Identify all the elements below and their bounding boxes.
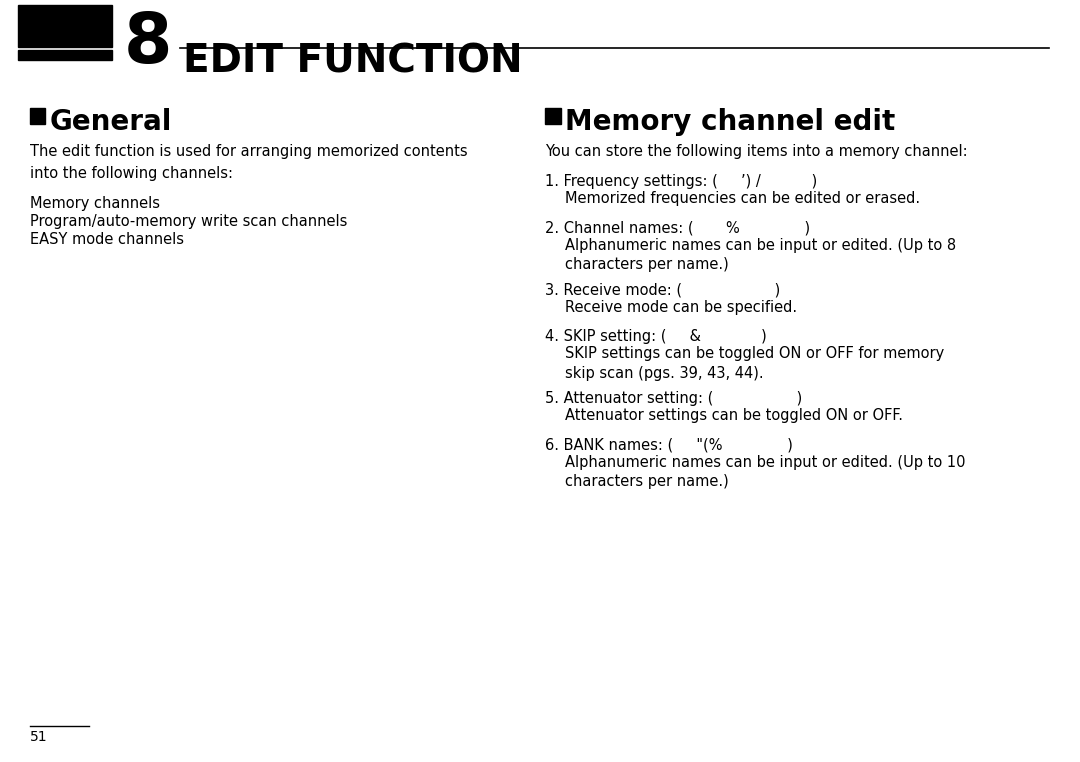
- Text: EDIT FUNCTION: EDIT FUNCTION: [183, 42, 523, 80]
- Text: You can store the following items into a memory channel:: You can store the following items into a…: [545, 144, 968, 159]
- Text: 2. Channel names: (       %              ): 2. Channel names: ( % ): [545, 220, 810, 235]
- Text: 4. SKIP setting: (     &             ): 4. SKIP setting: ( & ): [545, 329, 767, 344]
- Bar: [545, 108, 561, 124]
- Text: SKIP settings can be toggled ON or OFF for memory
skip scan (pgs. 39, 43, 44).: SKIP settings can be toggled ON or OFF f…: [565, 346, 944, 381]
- Text: 51: 51: [29, 730, 48, 744]
- Bar: [17, 5, 111, 47]
- Text: 5. Attenuator setting: (                  ): 5. Attenuator setting: ( ): [545, 391, 802, 406]
- Text: 8: 8: [123, 10, 172, 77]
- Text: Attenuator settings can be toggled ON or OFF.: Attenuator settings can be toggled ON or…: [565, 408, 903, 423]
- Text: Memory channels: Memory channels: [29, 196, 160, 211]
- Text: Alphanumeric names can be input or edited. (Up to 10
characters per name.): Alphanumeric names can be input or edite…: [565, 454, 966, 489]
- Bar: [29, 108, 45, 124]
- Text: Memorized frequencies can be edited or erased.: Memorized frequencies can be edited or e…: [565, 191, 920, 206]
- Text: 1. Frequency settings: (     ’) /           ): 1. Frequency settings: ( ’) / ): [545, 174, 818, 189]
- Text: 3. Receive mode: (                    ): 3. Receive mode: ( ): [545, 283, 781, 297]
- Text: 6. BANK names: (     "(%              ): 6. BANK names: ( "(% ): [545, 437, 793, 453]
- Text: The edit function is used for arranging memorized contents
into the following ch: The edit function is used for arranging …: [29, 144, 468, 181]
- Text: EASY mode channels: EASY mode channels: [29, 232, 184, 247]
- Text: Alphanumeric names can be input or edited. (Up to 8
characters per name.): Alphanumeric names can be input or edite…: [565, 238, 956, 272]
- Text: General: General: [50, 108, 172, 136]
- Text: Receive mode can be specified.: Receive mode can be specified.: [565, 299, 797, 315]
- Text: Memory channel edit: Memory channel edit: [565, 108, 895, 136]
- Text: Program/auto-memory write scan channels: Program/auto-memory write scan channels: [29, 214, 347, 229]
- Bar: [17, 50, 111, 60]
